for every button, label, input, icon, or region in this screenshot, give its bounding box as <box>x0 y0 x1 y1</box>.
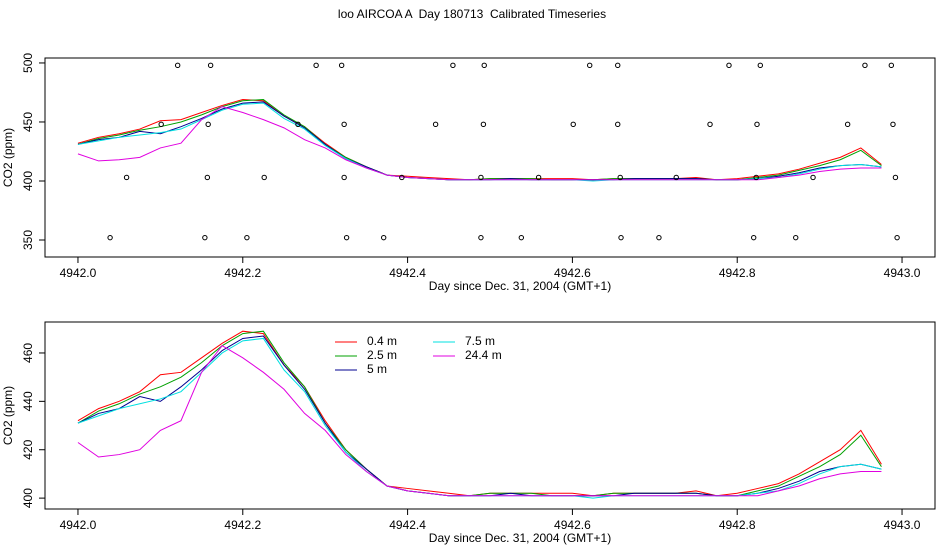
flag-point <box>754 121 760 128</box>
y-axis-label: CO2 (ppm) <box>1 386 15 445</box>
legend-label: 7.5 m <box>465 334 495 348</box>
y-tick-label: 400 <box>21 171 35 191</box>
flag-point <box>535 174 542 181</box>
flag-point <box>894 234 900 241</box>
x-tick-label: 4942.4 <box>389 266 426 280</box>
flag-point <box>481 62 487 69</box>
flag-point <box>205 121 211 128</box>
series-line <box>77 106 882 181</box>
flag-point <box>656 234 662 241</box>
flag-point <box>450 62 456 69</box>
x-tick-label: 4942.2 <box>224 518 261 532</box>
flag-point <box>399 174 405 181</box>
x-tick-label: 4943.0 <box>884 266 921 280</box>
x-tick-label: 4942.6 <box>554 518 591 532</box>
flag-point <box>341 174 347 181</box>
flag-point <box>480 121 487 128</box>
flag-point <box>313 62 319 69</box>
flag-point <box>432 121 439 128</box>
legend-label: 2.5 m <box>367 348 397 362</box>
x-tick-label: 4942.4 <box>389 518 426 532</box>
y-tick-label: 440 <box>21 391 35 411</box>
flag-point <box>892 174 899 181</box>
flag-point <box>202 234 208 241</box>
x-tick-label: 4943.0 <box>884 518 921 532</box>
flag-point <box>207 62 214 69</box>
flag-point <box>261 174 267 181</box>
legend-label: 0.4 m <box>367 334 397 348</box>
y-tick-label: 500 <box>21 53 35 73</box>
flag-point <box>844 121 851 128</box>
flag-point <box>518 234 525 241</box>
flag-point <box>107 234 113 241</box>
flag-point <box>570 121 576 128</box>
flag-point <box>751 234 757 241</box>
flag-point <box>174 62 181 69</box>
series-line <box>77 99 882 181</box>
y-tick-label: 420 <box>21 439 35 459</box>
x-tick-label: 4942.8 <box>719 266 756 280</box>
series-line <box>77 99 882 181</box>
x-tick-label: 4942.8 <box>719 518 756 532</box>
flag-point <box>757 62 763 69</box>
flag-point <box>478 234 484 241</box>
flag-point <box>862 62 868 69</box>
legend-label: 5 m <box>367 362 387 376</box>
x-tick-label: 4942.0 <box>60 266 97 280</box>
flag-point <box>380 234 387 241</box>
series-line <box>77 337 882 499</box>
flag-point <box>810 174 816 181</box>
flag-point <box>204 174 211 181</box>
y-tick-label: 450 <box>21 112 35 132</box>
x-tick-label: 4942.0 <box>60 518 97 532</box>
flag-point <box>478 174 484 181</box>
x-tick-label: 4942.6 <box>554 266 591 280</box>
series-line <box>77 330 882 497</box>
flag-point <box>618 234 624 241</box>
y-tick-label: 460 <box>21 343 35 363</box>
flag-point <box>343 234 350 241</box>
y-axis-label: CO2 (ppm) <box>1 128 15 187</box>
flag-point <box>615 62 621 69</box>
y-tick-label: 400 <box>21 488 35 508</box>
flag-point <box>244 234 250 241</box>
x-axis-label: Day since Dec. 31, 2004 (GMT+1) <box>429 279 611 293</box>
legend-label: 24.4 m <box>465 348 502 362</box>
x-axis-label: Day since Dec. 31, 2004 (GMT+1) <box>429 531 611 545</box>
flag-point <box>615 121 621 128</box>
flag-point <box>753 174 759 181</box>
flag-point <box>338 62 345 69</box>
flag-point <box>793 234 799 241</box>
flag-point <box>673 174 679 181</box>
flag-point <box>158 121 164 128</box>
plot-frame <box>44 57 936 258</box>
flag-point <box>617 174 623 181</box>
series-line <box>77 345 882 497</box>
x-tick-label: 4942.2 <box>224 266 261 280</box>
series-line <box>77 102 882 182</box>
y-tick-label: 350 <box>21 230 35 250</box>
flag-point <box>890 121 896 128</box>
flag-point <box>341 121 347 128</box>
flag-point <box>707 121 713 128</box>
flag-point <box>726 62 732 69</box>
flag-point <box>295 121 301 128</box>
flag-point <box>888 62 895 69</box>
flag-point <box>123 174 130 181</box>
plot-frame <box>44 321 936 510</box>
chart-title: loo AIRCOA A Day 180713 Calibrated Times… <box>338 7 606 21</box>
flag-point <box>587 62 593 69</box>
